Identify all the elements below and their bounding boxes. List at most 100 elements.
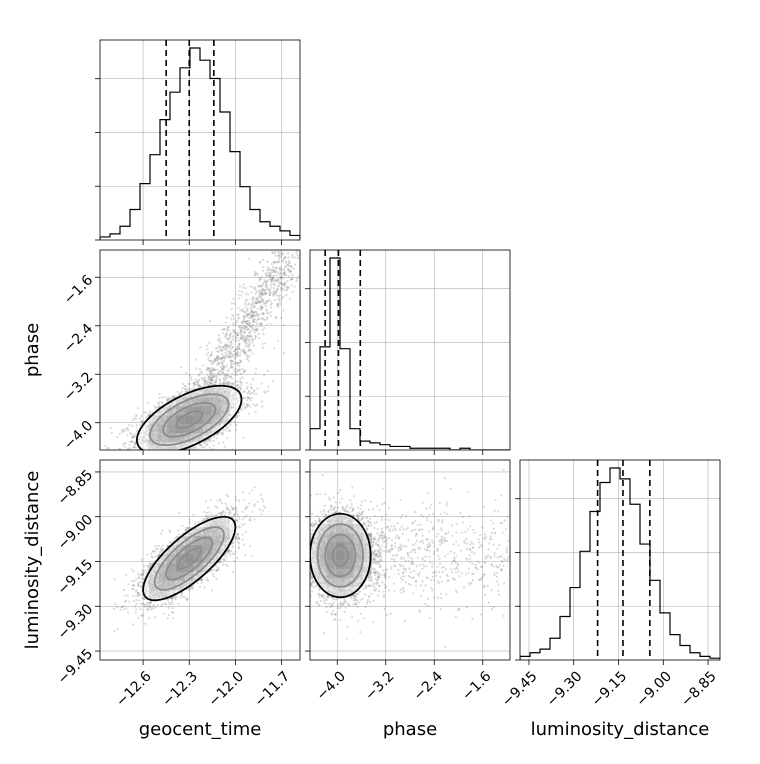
scatter-point xyxy=(263,374,265,376)
scatter-point xyxy=(224,445,226,447)
scatter-point xyxy=(226,330,228,332)
scatter-point xyxy=(220,341,222,343)
scatter-point xyxy=(200,582,202,584)
scatter-point xyxy=(264,342,266,344)
scatter-point xyxy=(228,329,230,331)
scatter-point xyxy=(248,390,250,392)
scatter-point xyxy=(119,433,121,435)
scatter-point xyxy=(235,337,237,339)
scatter-point xyxy=(281,269,283,271)
scatter-point xyxy=(162,457,164,459)
scatter-point xyxy=(294,256,296,258)
scatter-point xyxy=(287,252,289,254)
scatter-point xyxy=(239,378,241,380)
scatter-point xyxy=(236,351,238,353)
scatter-point xyxy=(252,299,254,301)
scatter-point xyxy=(242,286,244,288)
scatter-point xyxy=(251,397,253,399)
scatter-point xyxy=(265,273,267,275)
scatter-point xyxy=(262,312,264,314)
scatter-point xyxy=(114,603,116,605)
scatter-point xyxy=(218,346,220,348)
scatter-point xyxy=(128,455,130,457)
scatter-point xyxy=(247,293,249,295)
scatter-point xyxy=(249,331,251,333)
scatter-point xyxy=(126,434,128,436)
hist-bar xyxy=(340,349,350,450)
scatter-point xyxy=(136,463,138,465)
scatter-point xyxy=(147,466,149,468)
hist-bar xyxy=(160,120,170,240)
scatter-point xyxy=(256,272,258,274)
scatter-point xyxy=(215,380,217,382)
scatter-point xyxy=(221,353,223,355)
scatter-point xyxy=(238,326,240,328)
scatter-point xyxy=(127,452,129,454)
scatter-point xyxy=(174,455,176,457)
scatter-point xyxy=(292,291,294,293)
hist-bar xyxy=(230,152,240,240)
hist-bar xyxy=(660,613,670,660)
scatter-point xyxy=(239,348,241,350)
hist-bar xyxy=(200,60,210,240)
scatter-point xyxy=(178,533,180,535)
scatter-point xyxy=(277,288,279,290)
scatter-point xyxy=(116,451,118,453)
scatter-point xyxy=(248,320,250,322)
scatter-point xyxy=(123,605,125,607)
scatter-point xyxy=(251,352,253,354)
scatter-point xyxy=(173,452,175,454)
scatter-point xyxy=(227,355,229,357)
scatter-point xyxy=(280,256,282,258)
scatter-point xyxy=(270,276,272,278)
scatter-point xyxy=(263,327,265,329)
scatter-point xyxy=(252,378,254,380)
scatter-point xyxy=(147,464,149,466)
scatter-point xyxy=(245,293,247,295)
scatter-point xyxy=(190,376,192,378)
scatter-point xyxy=(159,457,161,459)
scatter-point xyxy=(283,270,285,272)
scatter-point xyxy=(212,379,214,381)
hist-bar xyxy=(690,653,700,660)
scatter-point xyxy=(244,326,246,328)
scatter-point xyxy=(278,258,280,260)
scatter-point xyxy=(262,317,264,319)
scatter-point xyxy=(135,433,137,435)
scatter-point xyxy=(271,251,273,253)
scatter-point xyxy=(246,343,248,345)
scatter-point xyxy=(266,269,268,271)
scatter-point xyxy=(129,444,131,446)
scatter-point xyxy=(225,366,227,368)
scatter-point xyxy=(158,404,160,406)
scatter-point xyxy=(231,346,233,348)
scatter-point xyxy=(195,358,197,360)
scatter-point xyxy=(250,383,252,385)
scatter-point xyxy=(249,285,251,287)
scatter-point xyxy=(114,578,116,580)
scatter-point xyxy=(274,267,276,269)
scatter-point xyxy=(262,284,264,286)
scatter-point xyxy=(296,280,298,282)
scatter-point xyxy=(248,413,250,415)
scatter-point xyxy=(193,463,195,465)
scatter-point xyxy=(209,447,211,449)
scatter-point xyxy=(243,321,245,323)
hist-bar xyxy=(540,649,550,660)
scatter-point xyxy=(255,393,257,395)
scatter-point xyxy=(147,454,149,456)
scatter-point xyxy=(130,450,132,452)
scatter-point xyxy=(234,357,236,359)
scatter-point xyxy=(164,462,166,464)
scatter-point xyxy=(217,369,219,371)
scatter-point xyxy=(154,455,156,457)
scatter-point xyxy=(255,368,257,370)
scatter-point xyxy=(215,382,217,384)
hist-bar xyxy=(150,155,160,240)
scatter-point xyxy=(257,295,259,297)
scatter-point xyxy=(244,301,246,303)
hist-bar xyxy=(170,92,180,240)
scatter-point xyxy=(134,453,136,455)
scatter-point xyxy=(303,271,305,273)
scatter-point xyxy=(241,310,243,312)
